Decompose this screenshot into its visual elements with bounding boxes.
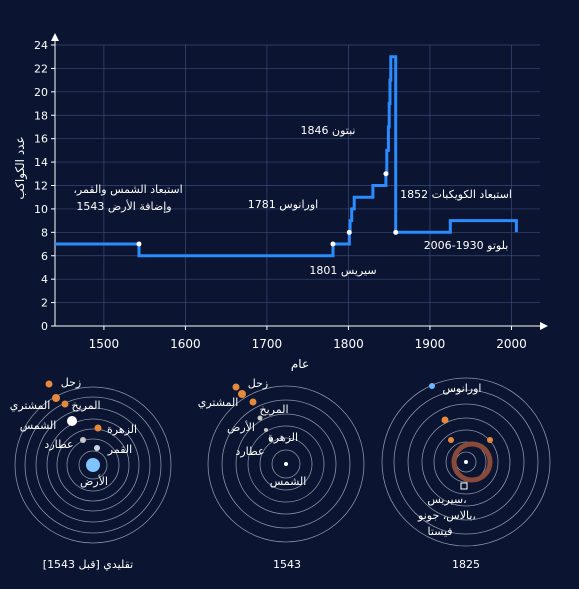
annotation-pluto: بلوتو 1930-2006 <box>424 239 509 252</box>
label-saturn: زحل <box>61 376 81 389</box>
chart-marker-1781 <box>330 241 336 247</box>
earth-icon <box>257 415 263 421</box>
label-vesta: فيستا <box>427 525 452 538</box>
diagram-traditional: زحل المشتري المريخ الشمس الزهرة عطارد ال… <box>10 376 172 571</box>
label-mercury: عطارد <box>235 445 264 458</box>
y-tick-label-22: 22 <box>34 62 48 75</box>
sun-icon <box>464 460 468 464</box>
label-earth: الأرض <box>80 474 108 488</box>
label-jupiter: المشتري <box>198 396 239 409</box>
label-ceres: سيريس، <box>427 493 466 506</box>
label-mars: المريخ <box>260 403 289 416</box>
y-tick-label-18: 18 <box>34 109 48 122</box>
y-axis-label: عدد الكواكب <box>13 136 28 199</box>
y-tick-label-24: 24 <box>34 39 48 52</box>
orbits <box>207 385 365 543</box>
label-earth: الأرض <box>227 420 255 434</box>
label-jupiter: المشتري <box>10 399 51 412</box>
label-pallas-juno: بالاس، جونو، <box>417 509 476 522</box>
annotation-asteroids: استبعاد الكويكبات 1852 <box>400 188 512 201</box>
x-axis-arrow <box>540 322 548 330</box>
caption-1825: 1825 <box>452 558 480 571</box>
chart-marker-1858 <box>393 229 399 235</box>
y-tick-label-14: 14 <box>34 156 48 169</box>
y-tick-label-0: 0 <box>41 320 48 333</box>
y-tick-label-2: 2 <box>41 297 48 310</box>
y-tick-label-16: 16 <box>34 133 48 146</box>
y-tick-label-4: 4 <box>41 273 48 286</box>
annotation-1543-line2: وإضافة الأرض 1543 <box>76 199 171 213</box>
x-axis-label: عام <box>291 357 309 371</box>
sun-icon <box>284 462 288 466</box>
label-mars: المريخ <box>72 399 101 412</box>
x-tick-label-2000: 2000 <box>496 337 527 351</box>
chart-axes <box>51 33 548 330</box>
label-uranus: اورانوس <box>443 382 482 395</box>
y-tick-label-20: 20 <box>34 86 48 99</box>
caption-traditional: تقليدي [قبل 1543] <box>43 558 133 571</box>
venus-icon <box>94 424 102 432</box>
y-tick-label-8: 8 <box>41 226 48 239</box>
annotation-1543-line1: استبعاد الشمس والقمر، <box>73 183 182 196</box>
x-tick-label-1700: 1700 <box>252 337 283 351</box>
mercury-icon <box>269 438 273 442</box>
orbits <box>14 386 172 544</box>
annotation-uranus: اورانوس 1781 <box>248 198 318 211</box>
diagram-1825: اورانوس سيريس، بالاس، جونو، فيستا 1825 <box>381 377 551 571</box>
caption-1543: 1543 <box>273 558 301 571</box>
label-sun: الشمس <box>270 475 307 488</box>
y-tick-label-6: 6 <box>41 250 48 263</box>
mars-icon <box>61 400 69 408</box>
jupiter-icon <box>441 416 449 424</box>
y-tick-label-12: 12 <box>34 180 48 193</box>
mars-icon <box>249 398 257 406</box>
sun-icon <box>67 416 77 426</box>
label-moon: القمر <box>107 443 132 456</box>
x-tick-label-1600: 1600 <box>170 337 201 351</box>
label-venus: الزهرة <box>268 431 298 444</box>
y-tick-label-10: 10 <box>34 203 48 216</box>
annotation-ceres: سيريس 1801 <box>309 264 376 277</box>
uranus-icon <box>429 383 435 389</box>
saturn-icon <box>448 437 454 443</box>
venus-icon <box>264 428 268 432</box>
x-tick-label-1900: 1900 <box>415 337 446 351</box>
chart-marker-1846 <box>383 171 389 177</box>
chart-marker-1801 <box>346 229 352 235</box>
earth-icon <box>86 458 100 472</box>
chart-marker-1543 <box>136 241 142 247</box>
label-sun: الشمس <box>20 419 57 432</box>
x-tick-label-1800: 1800 <box>333 337 364 351</box>
jupiter-icon <box>238 390 246 398</box>
saturn-icon <box>232 383 240 391</box>
asteroid-belt <box>451 441 493 483</box>
saturn-icon <box>45 380 53 388</box>
annotation-neptune: نبتون 1846 <box>301 124 356 137</box>
mercury-icon <box>80 437 86 443</box>
diagram-1543: زحل المشتري المريخ الأرض الزهرة عطارد ال… <box>198 377 365 571</box>
jupiter-icon <box>52 394 60 402</box>
ceres-marker <box>460 482 468 490</box>
orbits <box>381 377 551 547</box>
moon-icon <box>94 445 100 451</box>
label-venus: الزهرة <box>107 423 137 436</box>
mars-icon <box>487 437 493 443</box>
label-saturn: زحل <box>248 377 268 390</box>
chart-markers <box>136 171 399 247</box>
label-mercury: عطارد <box>44 438 73 451</box>
x-tick-label-1500: 1500 <box>89 337 120 351</box>
y-axis-arrow <box>51 33 59 41</box>
